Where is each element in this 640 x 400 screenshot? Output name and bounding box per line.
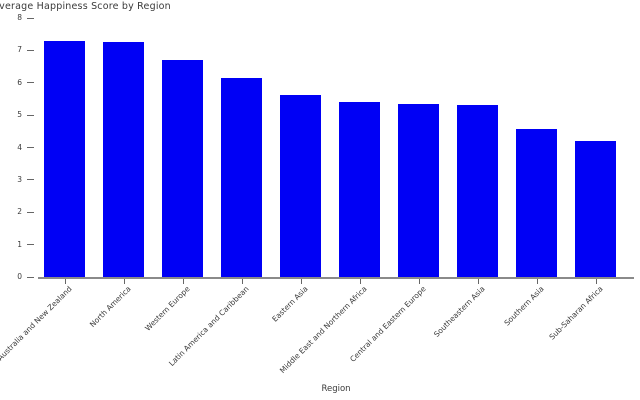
y-tick-label: 0 — [17, 272, 22, 281]
y-tick-mark — [27, 244, 34, 246]
y-tick-label: 4 — [17, 142, 22, 152]
x-tick-mark — [477, 279, 479, 284]
y-tick-label: 2 — [17, 207, 22, 217]
x-tick-mark — [241, 279, 243, 284]
bar — [457, 104, 498, 277]
y-tick-mark — [27, 179, 34, 181]
y-tick-mark — [27, 114, 34, 116]
bar — [575, 141, 616, 277]
y-tick-label: 8 — [17, 13, 22, 22]
bar — [398, 104, 439, 277]
y-tick-label: 3 — [17, 174, 22, 184]
y-tick-mark — [27, 211, 34, 213]
bar — [103, 41, 144, 277]
y-tick-label: 6 — [17, 77, 22, 87]
bar — [44, 40, 85, 277]
x-tick-mark — [595, 279, 597, 284]
y-tick-mark — [27, 49, 34, 51]
bar — [280, 95, 321, 277]
x-axis-line — [38, 277, 634, 279]
y-tick-label: 7 — [17, 45, 22, 55]
x-tick-mark — [359, 279, 361, 284]
y-tick-mark — [27, 17, 34, 19]
x-tick-mark — [182, 279, 184, 284]
bar — [516, 128, 557, 277]
x-axis-label: Region — [321, 384, 351, 394]
x-tick-mark — [536, 279, 538, 284]
y-tick-mark — [27, 147, 34, 148]
chart-title: Average Happiness Score by Region — [0, 1, 171, 12]
x-tick-mark — [123, 279, 125, 284]
y-tick-mark — [27, 276, 34, 278]
x-tick-mark — [418, 279, 420, 284]
bar — [339, 101, 380, 277]
x-tick-mark — [64, 279, 66, 284]
bar — [221, 78, 262, 277]
y-tick-label: 1 — [17, 239, 22, 249]
x-tick-mark — [300, 279, 302, 284]
bar — [162, 60, 203, 277]
y-tick-mark — [27, 82, 34, 84]
y-tick-label: 5 — [17, 110, 22, 120]
